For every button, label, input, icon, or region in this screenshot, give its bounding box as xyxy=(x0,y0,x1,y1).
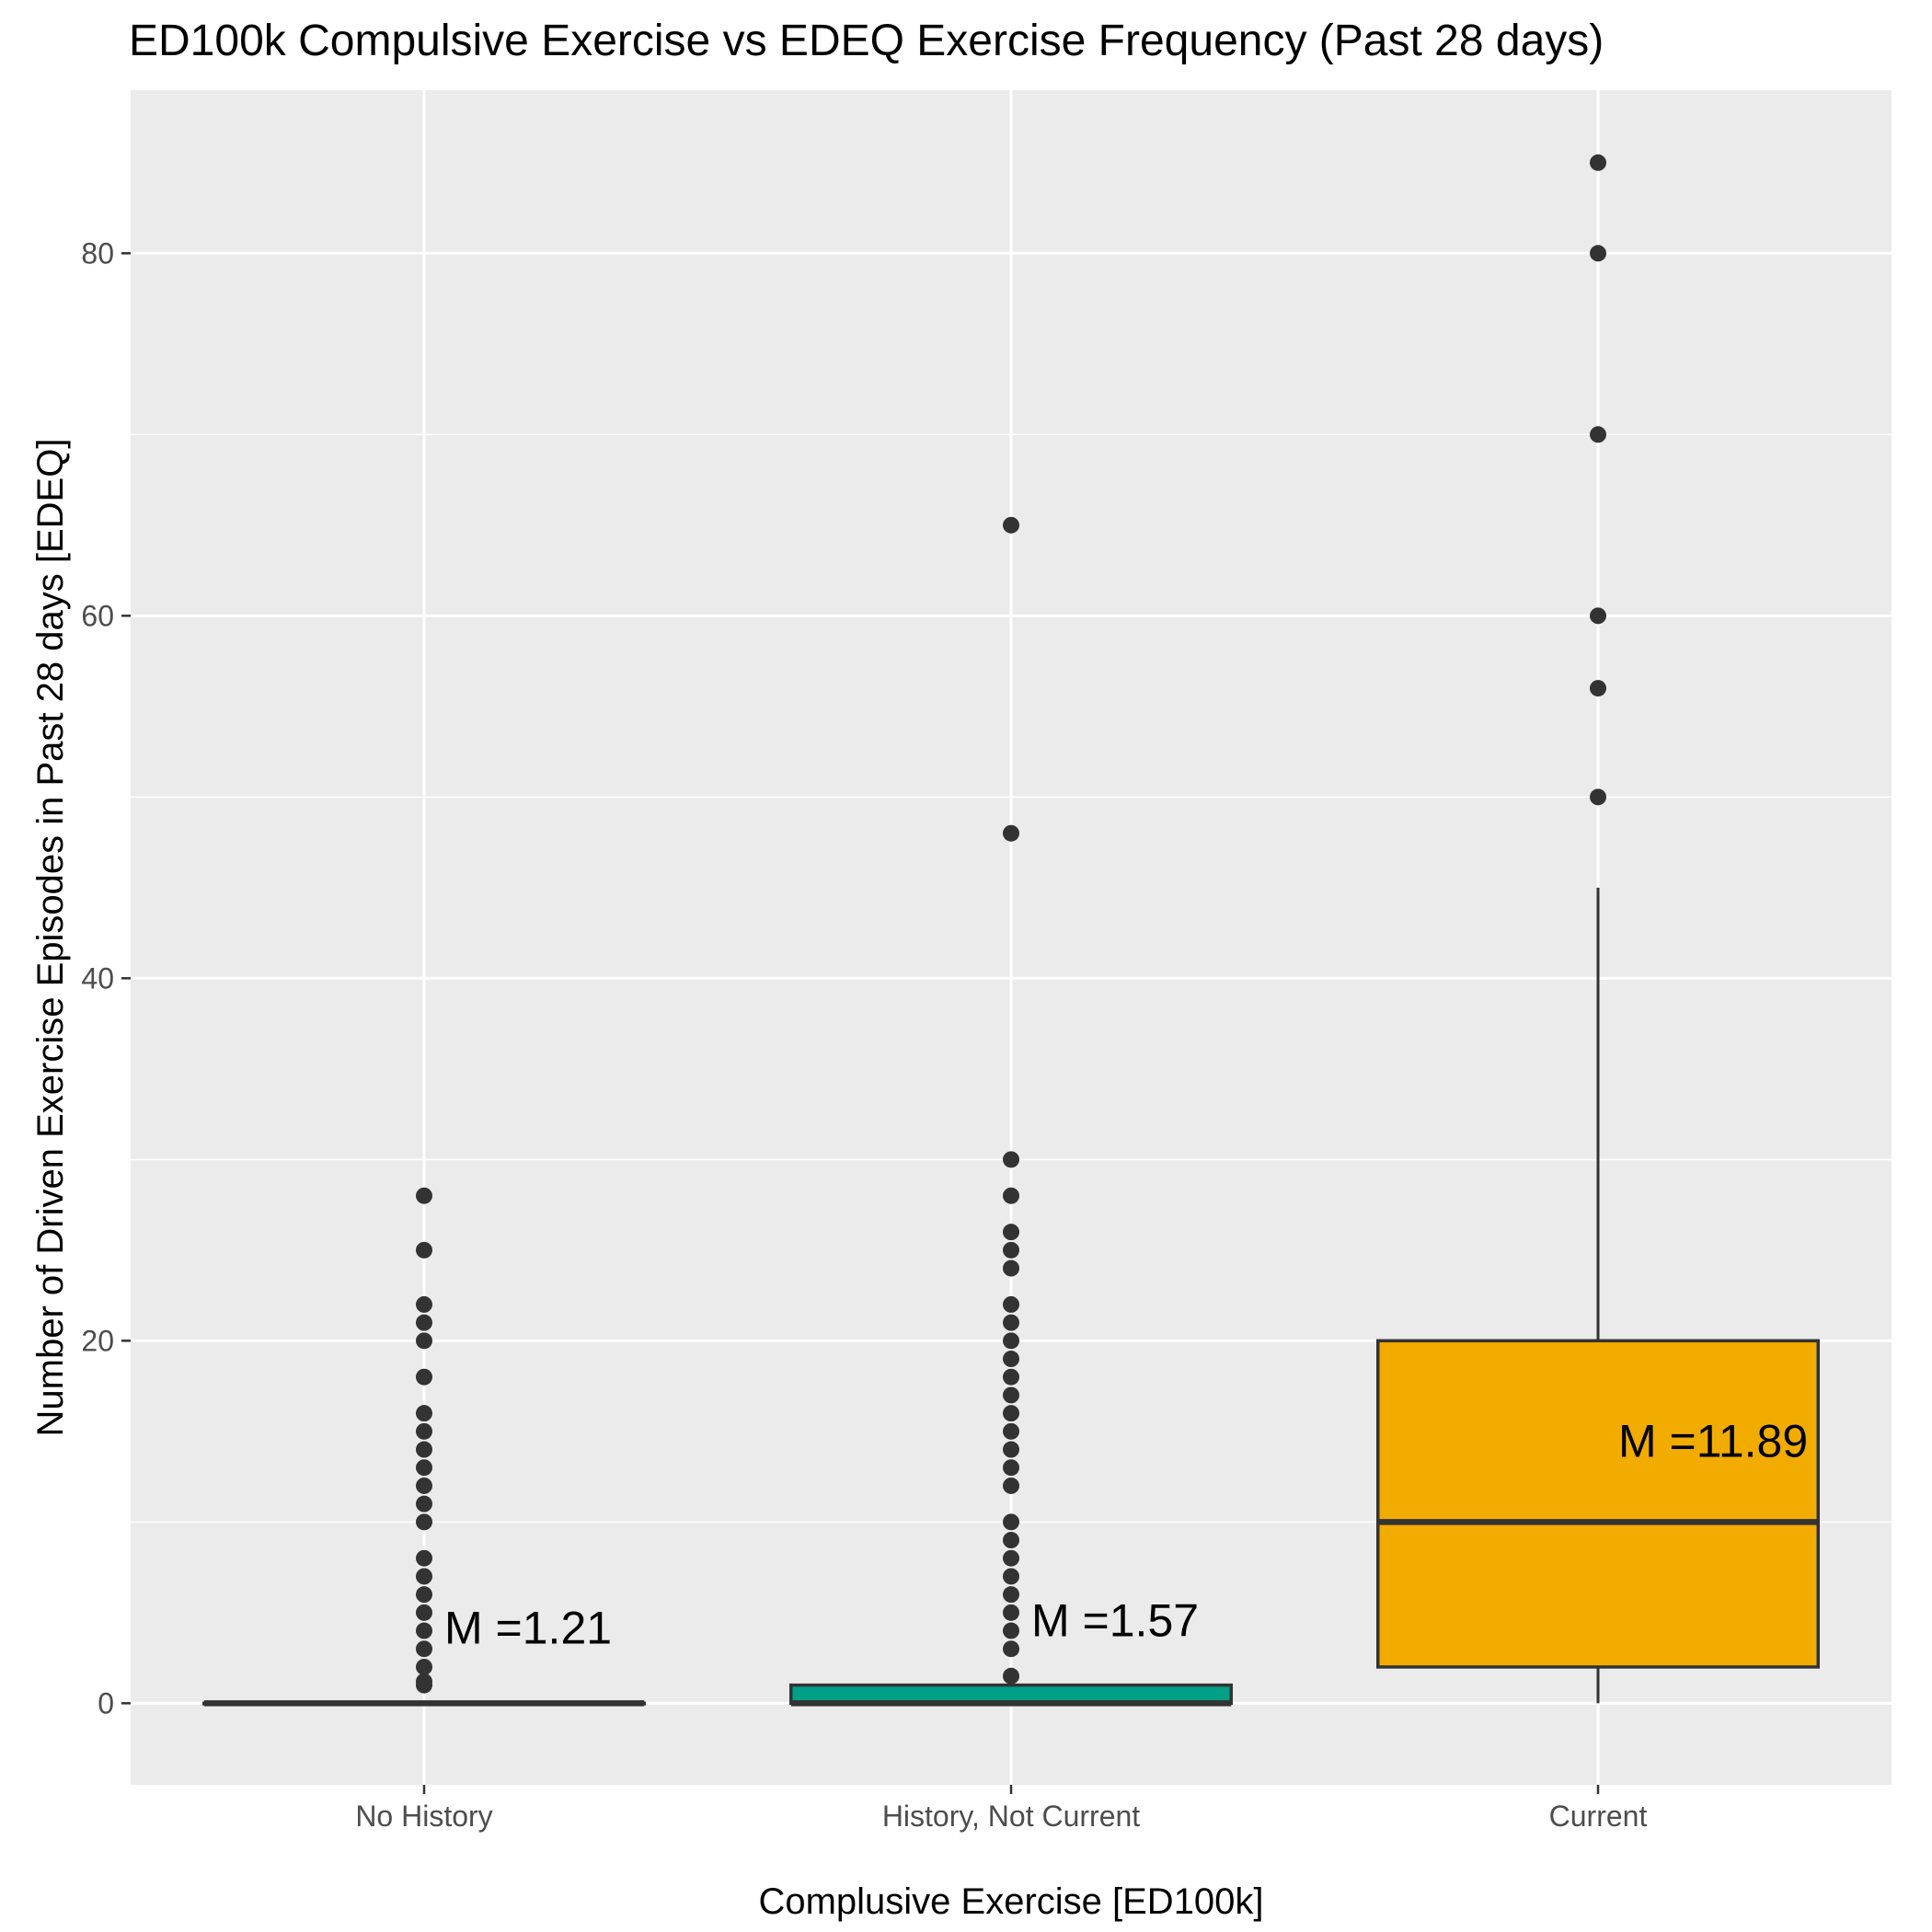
x-axis-title: Complusive Exercise [ED100k] xyxy=(758,1881,1263,1922)
outlier-point xyxy=(416,1658,432,1675)
x-tick-label: Current xyxy=(1549,1800,1648,1833)
outlier-point xyxy=(1003,1295,1019,1313)
outlier-point xyxy=(416,1673,432,1690)
x-tick-label: No History xyxy=(355,1800,492,1833)
outlier-point xyxy=(416,1622,432,1639)
outlier-point xyxy=(1003,1604,1019,1621)
outlier-point xyxy=(1003,1667,1019,1685)
y-tick-label: 0 xyxy=(98,1686,114,1719)
outlier-point xyxy=(416,1604,432,1621)
outlier-point xyxy=(1003,1259,1019,1277)
outlier-point xyxy=(1003,1513,1019,1531)
outlier-point xyxy=(1003,824,1019,842)
y-tick-label: 20 xyxy=(81,1324,114,1357)
y-tick-label: 40 xyxy=(81,961,114,995)
outlier-point xyxy=(1003,1351,1019,1368)
outlier-point xyxy=(1003,1640,1019,1658)
x-tick-label: History, Not Current xyxy=(882,1800,1140,1833)
chart-title: ED100k Compulsive Exercise vs EDEQ Exerc… xyxy=(129,17,1604,65)
outlier-point xyxy=(1590,607,1606,625)
outlier-point xyxy=(416,1513,432,1531)
outlier-point xyxy=(416,1405,432,1422)
outlier-point xyxy=(1003,1532,1019,1549)
mean-label: M =1.57 xyxy=(1031,1595,1199,1647)
outlier-point xyxy=(1003,1332,1019,1350)
outlier-point xyxy=(1003,516,1019,534)
outlier-point xyxy=(1003,1549,1019,1567)
outlier-point xyxy=(1003,1422,1019,1440)
boxes xyxy=(202,887,1820,1707)
outlier-point xyxy=(1003,1368,1019,1386)
outlier-point xyxy=(1003,1586,1019,1604)
outlier-point xyxy=(416,1549,432,1567)
box-2 xyxy=(1376,1339,1820,1669)
outlier-point xyxy=(1003,1386,1019,1404)
outlier-point xyxy=(1590,788,1606,806)
y-tick-label: 80 xyxy=(81,236,114,270)
outlier-point xyxy=(416,1477,432,1494)
outlier-point xyxy=(1003,1241,1019,1259)
outlier-point xyxy=(416,1441,432,1458)
outlier-point xyxy=(416,1332,432,1350)
y-tick-label: 60 xyxy=(81,599,114,632)
outlier-point xyxy=(1590,426,1606,443)
outlier-point xyxy=(416,1422,432,1440)
outlier-point xyxy=(1003,1568,1019,1585)
outlier-point xyxy=(1590,245,1606,262)
outlier-point xyxy=(1003,1459,1019,1477)
outlier-point xyxy=(1003,1187,1019,1204)
outlier-point xyxy=(1590,680,1606,697)
mean-labels: M =1.21 M =1.57 M =11.89 xyxy=(444,1416,1808,1654)
outlier-point xyxy=(416,1368,432,1386)
axes: 0 20 40 60 80 No History History, Not Current C… xyxy=(81,236,1647,1833)
outlier-point xyxy=(1003,1405,1019,1422)
outlier-points xyxy=(416,154,1606,1694)
outlier-point xyxy=(416,1187,432,1204)
outlier-point xyxy=(416,1295,432,1313)
outlier-point xyxy=(1590,154,1606,171)
mean-label: M =11.89 xyxy=(1618,1416,1808,1467)
outlier-point xyxy=(1003,1314,1019,1331)
outlier-point xyxy=(1003,1477,1019,1494)
outlier-point xyxy=(416,1459,432,1477)
outlier-point xyxy=(416,1640,432,1658)
outlier-point xyxy=(416,1241,432,1259)
outlier-point xyxy=(1003,1622,1019,1639)
outlier-point xyxy=(416,1314,432,1331)
outlier-point xyxy=(1003,1151,1019,1168)
outlier-point xyxy=(416,1568,432,1585)
outlier-point xyxy=(416,1586,432,1604)
outlier-point xyxy=(416,1495,432,1512)
outlier-point xyxy=(1003,1441,1019,1458)
y-axis-title: Number of Driven Exercise Episodes in Pa… xyxy=(30,439,71,1437)
mean-label: M =1.21 xyxy=(444,1603,612,1654)
outlier-point xyxy=(1003,1224,1019,1241)
